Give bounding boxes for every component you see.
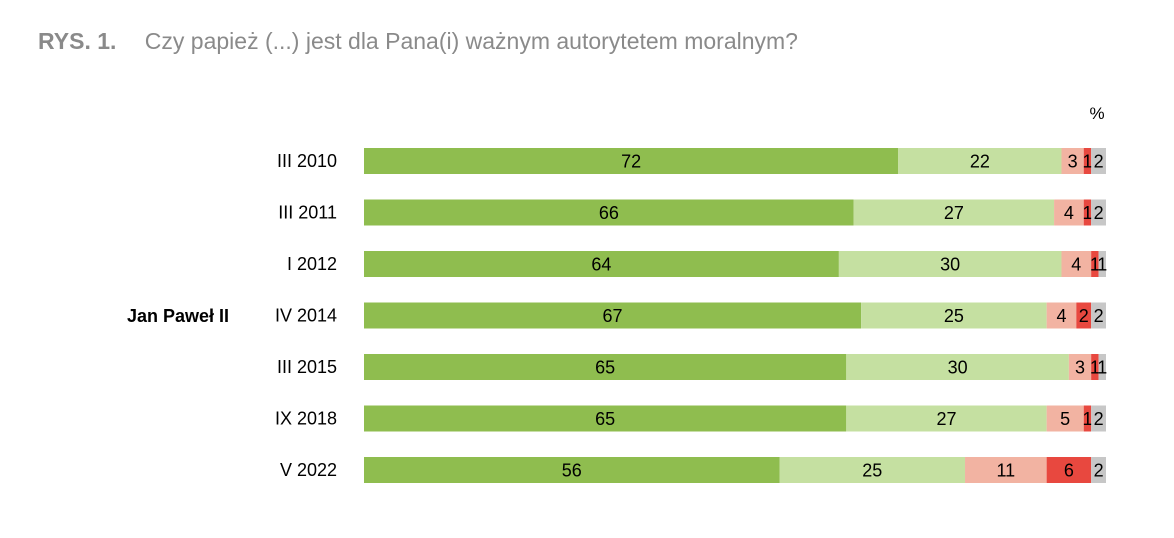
data-label: 1 — [1097, 358, 1107, 378]
data-label: 65 — [595, 409, 615, 429]
bar-segment — [364, 405, 847, 432]
data-label: 2 — [1094, 409, 1104, 429]
category-label: I 2012 — [287, 254, 337, 274]
data-label: 2 — [1094, 306, 1104, 326]
data-label: 65 — [595, 358, 615, 378]
bar-segment — [861, 302, 1047, 329]
bar-segment — [364, 148, 899, 174]
category-label: V 2022 — [280, 460, 337, 480]
data-label: 11 — [996, 461, 1015, 481]
bar-segment — [1061, 251, 1092, 277]
data-label: 25 — [944, 306, 964, 326]
data-label: 4 — [1071, 255, 1081, 275]
bar-segment — [1054, 199, 1084, 226]
figure-question: Czy papież (...) jest dla Pana(i) ważnym… — [144, 28, 798, 54]
bar-segment — [1098, 251, 1106, 277]
bar-segment — [838, 251, 1062, 277]
bar-segment — [1083, 405, 1092, 432]
bar-segment — [1091, 199, 1106, 226]
bar-segment — [1046, 405, 1084, 432]
data-label: 27 — [944, 203, 964, 223]
data-label: 4 — [1056, 306, 1066, 326]
data-label: 2 — [1094, 203, 1104, 223]
data-label: 1 — [1082, 409, 1092, 429]
bar-segment — [1091, 148, 1106, 174]
data-label: 27 — [936, 409, 956, 429]
bar-segment — [1083, 148, 1092, 174]
bar-segment — [1091, 457, 1106, 483]
bar-segment — [965, 457, 1047, 483]
data-label: 3 — [1068, 152, 1078, 172]
bar-segment — [846, 405, 1047, 432]
bar-segment — [1046, 457, 1092, 483]
bar-segment — [364, 199, 854, 226]
data-label: 67 — [603, 306, 623, 326]
data-label: 30 — [940, 255, 960, 275]
category-label: IV 2014 — [275, 306, 337, 326]
bar-segment — [364, 251, 839, 277]
bar-segment — [1091, 251, 1099, 277]
unit-label: % — [1089, 104, 1104, 123]
data-label: 4 — [1064, 203, 1074, 223]
data-label: 6 — [1064, 461, 1074, 481]
bar-segment — [1098, 354, 1106, 380]
bar-segment — [1068, 354, 1092, 380]
data-label: 2 — [1094, 461, 1104, 481]
category-label: III 2011 — [278, 203, 337, 223]
bar-segment — [853, 199, 1055, 226]
data-label: 66 — [599, 203, 619, 223]
bar-segment — [364, 354, 847, 380]
bar-segment — [1046, 302, 1077, 329]
data-label: 1 — [1082, 152, 1092, 172]
figure-title: RYS. 1. Czy papież (...) jest dla Pana(i… — [38, 28, 798, 55]
category-label: III 2010 — [277, 151, 337, 171]
bar-segment — [846, 354, 1069, 380]
data-label: 5 — [1060, 409, 1070, 429]
bar-segment — [779, 457, 966, 483]
data-label: 22 — [970, 152, 990, 172]
bar-segment — [1091, 302, 1106, 329]
data-label: 1 — [1090, 255, 1100, 275]
data-label: 1 — [1097, 255, 1107, 275]
data-label: 30 — [948, 358, 968, 378]
bar-segment — [1061, 148, 1084, 174]
data-label: 56 — [562, 461, 582, 481]
data-label: 64 — [591, 255, 611, 275]
data-label: 25 — [862, 461, 882, 481]
data-label: 72 — [621, 152, 641, 172]
data-label: 1 — [1082, 203, 1092, 223]
bar-segment — [1076, 302, 1092, 329]
bar-segment — [1091, 354, 1099, 380]
group-label: Jan Paweł II — [127, 306, 229, 326]
data-label: 1 — [1090, 358, 1100, 378]
category-label: IX 2018 — [275, 409, 337, 429]
bar-segment — [1083, 199, 1092, 226]
data-label: 2 — [1094, 152, 1104, 172]
bar-segment — [364, 457, 780, 483]
figure-label: RYS. 1. — [38, 28, 117, 54]
bar-segment — [364, 302, 862, 329]
data-label: 2 — [1079, 306, 1089, 326]
category-label: III 2015 — [277, 357, 337, 377]
bar-segment — [898, 148, 1062, 174]
bar-segment — [1091, 405, 1106, 432]
data-label: 3 — [1075, 358, 1085, 378]
